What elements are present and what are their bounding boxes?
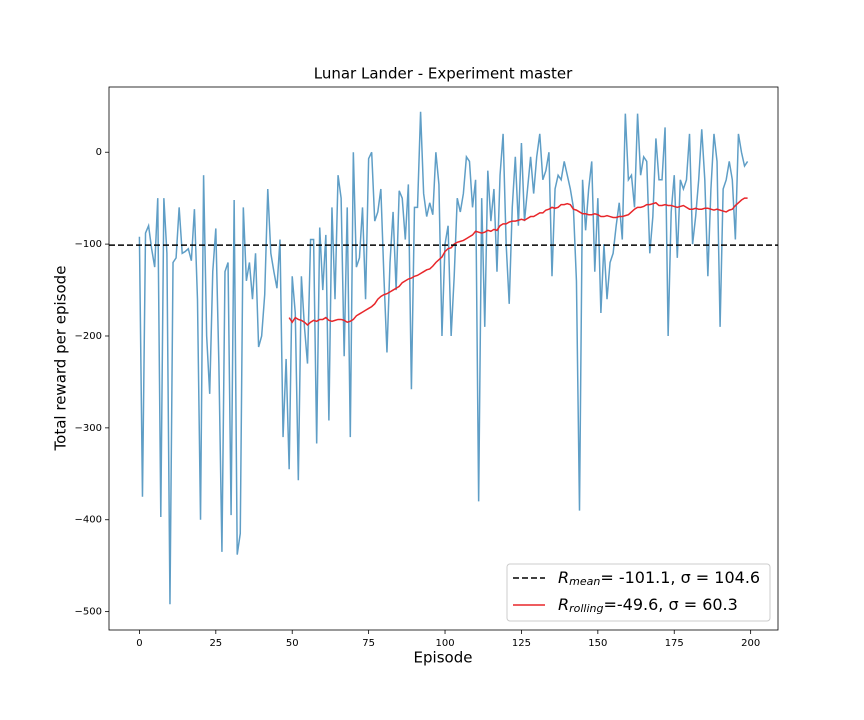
chart-title: Lunar Lander - Experiment master: [314, 65, 573, 83]
x-tick-label: 125: [512, 638, 531, 649]
x-tick-label: 0: [136, 638, 142, 649]
x-axis-label: Episode: [414, 649, 473, 667]
x-tick-label: 100: [435, 638, 454, 649]
y-tick-label: −100: [75, 239, 102, 250]
x-tick-label: 75: [362, 638, 375, 649]
x-tick-label: 150: [588, 638, 607, 649]
data-line: [138, 111, 749, 605]
y-axis-label: Total reward per episode: [52, 266, 70, 452]
legend-label: Rrolling=-49.6, σ = 60.3: [558, 595, 738, 616]
legend-symbol: R: [558, 568, 569, 587]
legend-subscript: rolling: [569, 602, 603, 615]
x-tick-label: 175: [665, 638, 684, 649]
legend-symbol: R: [558, 595, 569, 614]
y-tick-label: 0: [96, 147, 102, 158]
x-tick-label: 50: [286, 638, 299, 649]
data-line: [288, 197, 748, 326]
y-tick-label: −200: [75, 331, 102, 342]
legend-text: = -101.1, σ = 104.6: [600, 568, 760, 587]
x-tick-label: 200: [741, 638, 760, 649]
legend-text: =-49.6, σ = 60.3: [604, 595, 738, 614]
y-tick-label: −500: [75, 607, 102, 618]
y-tick-label: −400: [75, 515, 102, 526]
plot-frame: [108, 86, 779, 631]
legend-label: Rmean= -101.1, σ = 104.6: [558, 568, 760, 589]
legend-box: [506, 563, 771, 622]
legend-subscript: mean: [569, 575, 600, 588]
y-tick-label: −300: [75, 423, 102, 434]
x-tick-label: 25: [209, 638, 222, 649]
